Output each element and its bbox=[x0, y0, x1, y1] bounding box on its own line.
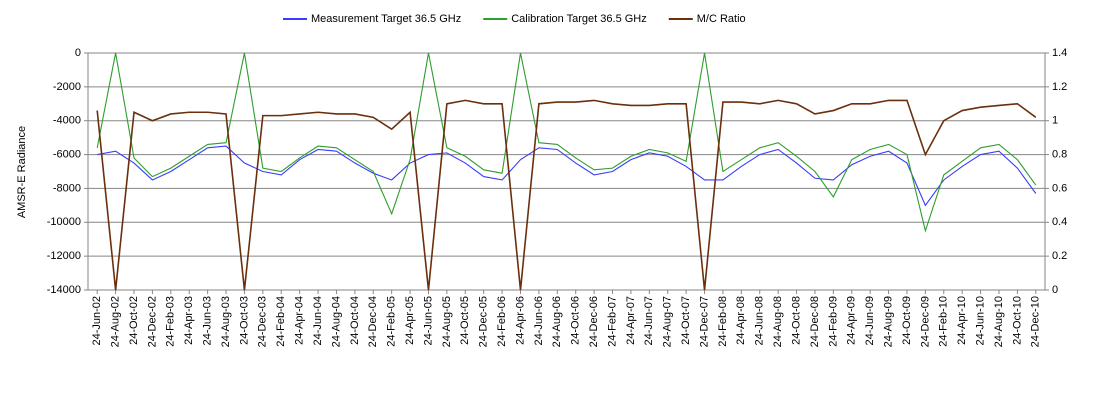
x-tick-label: 24-Apr-05 bbox=[404, 296, 416, 345]
y-tick-label: -14000 bbox=[47, 284, 81, 296]
y-tick-label: -8000 bbox=[53, 182, 81, 194]
y2-tick-label: 0 bbox=[1052, 284, 1058, 296]
x-tick-label: 24-Feb-10 bbox=[938, 296, 950, 347]
y2-tick-label: 1.2 bbox=[1052, 81, 1067, 93]
x-tick-label: 24-Jun-03 bbox=[202, 296, 214, 346]
series-line bbox=[96, 99, 1037, 291]
x-tick-label: 24-Dec-04 bbox=[367, 296, 379, 347]
x-tick-label: 24-Feb-08 bbox=[717, 296, 729, 347]
x-tick-label: 24-Apr-03 bbox=[183, 296, 195, 345]
x-tick-label: 24-Oct-03 bbox=[238, 296, 250, 345]
x-tick-label: 24-Jun-09 bbox=[864, 296, 876, 346]
x-tick-label: 24-Aug-04 bbox=[330, 296, 342, 347]
x-tick-label: 24-Aug-08 bbox=[772, 296, 784, 347]
x-tick-label: 24-Oct-06 bbox=[570, 296, 582, 345]
x-tick-label: 24-Dec-05 bbox=[478, 296, 490, 347]
x-tick-label: 24-Dec-06 bbox=[588, 296, 600, 347]
x-tick-label: 24-Feb-07 bbox=[606, 296, 618, 347]
x-tick-label: 24-Oct-07 bbox=[680, 296, 692, 345]
y-tick-label: 0 bbox=[75, 47, 81, 59]
y2-tick-label: 1 bbox=[1052, 115, 1058, 127]
x-tick-label: 24-Feb-06 bbox=[496, 296, 508, 347]
series-line bbox=[96, 52, 1037, 233]
legend-label: M/C Ratio bbox=[697, 13, 746, 25]
x-tick-label: 24-Apr-10 bbox=[956, 296, 968, 345]
x-tick-label: 24-Apr-07 bbox=[625, 296, 637, 345]
x-tick-label: 24-Oct-05 bbox=[459, 296, 471, 345]
x-tick-label: 24-Feb-04 bbox=[275, 296, 287, 347]
legend-label: Calibration Target 36.5 GHz bbox=[511, 13, 647, 25]
x-tick-label: 24-Oct-09 bbox=[901, 296, 913, 345]
x-tick-label: 24-Aug-07 bbox=[662, 296, 674, 347]
x-tick-label: 24-Dec-07 bbox=[698, 296, 710, 347]
x-tick-label: 24-Oct-10 bbox=[1011, 296, 1023, 345]
y-tick-label: -2000 bbox=[53, 81, 81, 93]
x-tick-label: 24-Apr-08 bbox=[735, 296, 747, 345]
x-tick-label: 24-Jun-06 bbox=[533, 296, 545, 346]
x-tick-label: 24-Apr-09 bbox=[846, 296, 858, 345]
y-tick-label: -4000 bbox=[53, 115, 81, 127]
x-tick-label: 24-Apr-06 bbox=[514, 296, 526, 345]
x-tick-label: 24-Dec-03 bbox=[257, 296, 269, 347]
x-tick-label: 24-Apr-04 bbox=[294, 296, 306, 345]
x-tick-label: 24-Aug-05 bbox=[441, 296, 453, 347]
y2-tick-label: 0.4 bbox=[1052, 216, 1067, 228]
legend-label: Measurement Target 36.5 GHz bbox=[311, 13, 461, 25]
x-tick-label: 24-Jun-05 bbox=[422, 296, 434, 346]
x-tick-label: 24-Aug-09 bbox=[882, 296, 894, 347]
x-tick-label: 24-Oct-08 bbox=[790, 296, 802, 345]
x-tick-label: 24-Dec-08 bbox=[809, 296, 821, 347]
x-tick-label: 24-Jun-08 bbox=[754, 296, 766, 346]
series-line bbox=[97, 145, 1037, 207]
x-tick-label: 24-Oct-04 bbox=[349, 296, 361, 345]
x-tick-label: 24-Jun-04 bbox=[312, 296, 324, 346]
y-tick-label: -12000 bbox=[47, 250, 81, 262]
x-tick-label: 24-Aug-10 bbox=[993, 296, 1005, 347]
x-tick-label: 24-Dec-02 bbox=[146, 296, 158, 347]
y2-tick-label: 0.2 bbox=[1052, 250, 1067, 262]
y2-tick-label: 1.4 bbox=[1052, 47, 1067, 59]
y2-tick-label: 0.6 bbox=[1052, 182, 1067, 194]
x-tick-label: 24-Jun-07 bbox=[643, 296, 655, 346]
x-tick-label: 24-Aug-02 bbox=[110, 296, 122, 347]
x-tick-label: 24-Dec-10 bbox=[1030, 296, 1042, 347]
x-tick-label: 24-Feb-05 bbox=[386, 296, 398, 347]
y2-tick-label: 0.8 bbox=[1052, 148, 1067, 160]
y-tick-label: -10000 bbox=[47, 216, 81, 228]
x-tick-label: 24-Oct-02 bbox=[128, 296, 140, 345]
x-tick-label: 24-Jun-02 bbox=[91, 296, 103, 346]
x-tick-label: 24-Feb-09 bbox=[827, 296, 839, 347]
x-tick-label: 24-Jun-10 bbox=[974, 296, 986, 346]
x-tick-label: 24-Dec-09 bbox=[919, 296, 931, 347]
plot-frame bbox=[87, 52, 1046, 291]
x-tick-label: 24-Aug-03 bbox=[220, 296, 232, 347]
y-tick-label: -6000 bbox=[53, 148, 81, 160]
x-tick-label: 24-Feb-03 bbox=[165, 296, 177, 347]
y-axis-label: AMSR-E Radiance bbox=[16, 126, 28, 218]
x-tick-label: 24-Aug-06 bbox=[551, 296, 563, 347]
